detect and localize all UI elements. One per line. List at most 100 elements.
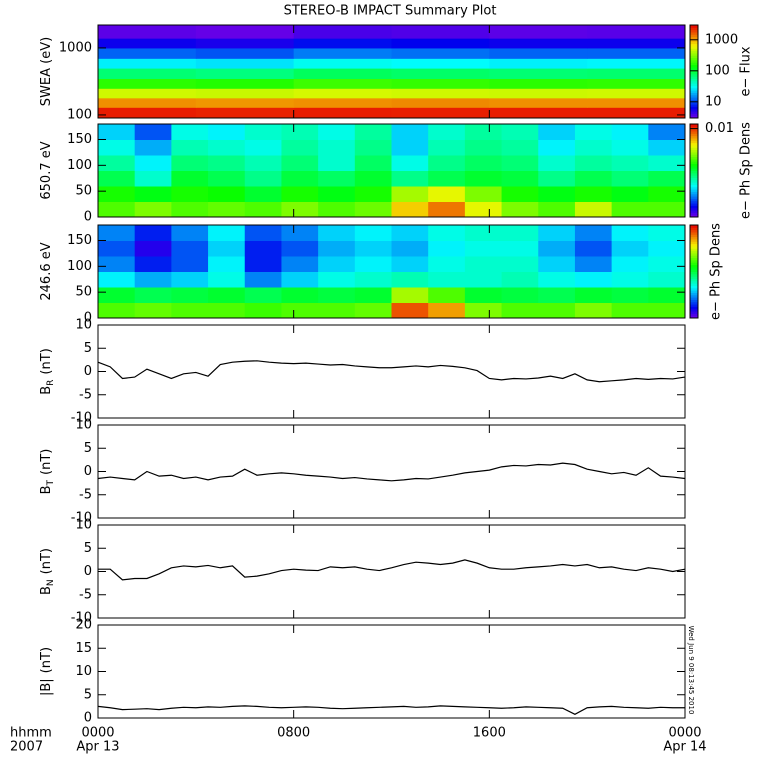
y-tick-label: 0 <box>84 464 92 479</box>
heatmap-cell <box>208 271 246 288</box>
heatmap-cell <box>293 78 392 89</box>
colorbar-segment <box>690 264 698 268</box>
colorbar-segment <box>690 55 698 59</box>
heatmap-cell <box>611 302 649 319</box>
heatmap-cell <box>318 240 356 257</box>
heatmap-cell <box>98 38 197 49</box>
heatmap-cell <box>171 139 209 156</box>
colorbar-tick-label: 1000 <box>705 32 738 47</box>
heatmap-cell <box>318 287 356 303</box>
heatmap-cell <box>391 88 490 99</box>
y-label-main: B <box>39 485 54 494</box>
heatmap-cell <box>464 155 503 171</box>
colorbar-segment <box>690 106 698 110</box>
y-label-unit: (nT) <box>39 449 54 475</box>
y-tick-label: 0 <box>84 364 92 379</box>
heatmap-cell <box>208 256 246 272</box>
colorbar-segment <box>690 290 698 293</box>
colorbar-segment <box>690 308 698 312</box>
heatmap-cell <box>134 271 172 288</box>
heatmap-cell <box>281 201 319 218</box>
heatmap-cell <box>318 302 356 319</box>
heatmap-cell <box>611 124 649 140</box>
colorbar-segment <box>690 189 698 192</box>
heatmap-cell <box>574 287 613 303</box>
colorbar-segment <box>690 207 698 211</box>
panel-frame <box>97 224 686 319</box>
heatmap-cell <box>171 155 209 171</box>
heatmap-cell <box>195 97 295 108</box>
heatmap-cell <box>538 240 576 257</box>
x-tick-label: 0000 <box>81 726 114 741</box>
colorbar-frame <box>689 123 699 218</box>
heatmap-cell <box>134 201 172 218</box>
colorbar-segment <box>690 48 698 52</box>
y-tick-label: 15 <box>75 641 92 656</box>
heatmap-cell <box>171 302 209 319</box>
colorbar-segment <box>690 278 698 282</box>
heatmap-cell <box>391 68 490 79</box>
colorbar-segment <box>690 50 698 54</box>
heatmap-cell <box>98 25 197 39</box>
x-date-label: Apr 13 <box>76 740 119 755</box>
y-tick-label: -10 <box>71 411 92 426</box>
colorbar-segment <box>690 149 698 153</box>
colorbar-segment <box>690 108 698 112</box>
heatmap-cell <box>501 240 539 257</box>
colorbar-segment <box>690 163 698 167</box>
heatmap-cell <box>134 225 172 241</box>
heatmap-cell <box>208 287 246 303</box>
y-tick-label: 10 <box>75 418 92 433</box>
heatmap-cell <box>538 287 576 303</box>
colorbar-segment <box>690 196 698 199</box>
heatmap-cell <box>538 256 576 272</box>
colorbar-segment <box>690 243 698 247</box>
heatmap-cell <box>244 256 282 272</box>
heatmap-cell <box>489 88 588 99</box>
colorbar-segment <box>690 126 698 130</box>
heatmap-cell <box>428 155 466 171</box>
heatmap-cell <box>538 186 576 202</box>
colorbar-segment <box>690 276 698 279</box>
colorbar-segment <box>690 104 698 107</box>
heatmap-cell <box>538 201 576 218</box>
heatmap-cell <box>195 25 295 39</box>
y-axis-label: 650.7 eV <box>39 141 54 199</box>
heatmap-cell <box>354 139 392 156</box>
heatmap-cell <box>489 25 588 39</box>
heatmap-cell <box>98 88 197 99</box>
colorbar-frame <box>689 24 699 119</box>
colorbar-segment <box>690 97 698 100</box>
colorbar-segment <box>690 165 698 169</box>
heatmap-cell <box>391 25 490 39</box>
colorbar-segment <box>690 234 698 238</box>
colorbar-segment <box>690 113 698 117</box>
heatmap-cell <box>538 155 576 171</box>
y-tick-label: 5 <box>84 441 92 456</box>
heatmap-cell <box>391 139 429 156</box>
heatmap-cell <box>354 225 392 241</box>
colorbar-segment <box>690 85 698 89</box>
colorbar-segment <box>690 231 698 235</box>
heatmap-cell <box>611 256 649 272</box>
heatmap-cell <box>98 155 136 171</box>
heatmap-cell <box>574 139 613 156</box>
heatmap-cell <box>171 256 209 272</box>
x-date-label: Apr 14 <box>663 740 706 755</box>
colorbar-segment <box>690 179 698 183</box>
heatmap-cell <box>428 302 466 319</box>
heatmap-cell <box>208 155 246 171</box>
heatmap-cell <box>195 107 295 119</box>
x-tick-label: 0800 <box>277 726 310 741</box>
heatmap-cell <box>391 97 490 108</box>
heatmap-cell <box>501 124 539 140</box>
heatmap-cell <box>244 240 282 257</box>
heatmap-cell <box>464 302 503 319</box>
heatmap-cell <box>428 201 466 218</box>
heatmap-cell <box>244 139 282 156</box>
colorbar-segment <box>690 161 698 165</box>
heatmap-cell <box>648 256 686 272</box>
colorbar-segment <box>690 83 698 86</box>
colorbar-segment <box>690 64 698 68</box>
heatmap-cell <box>318 124 356 140</box>
